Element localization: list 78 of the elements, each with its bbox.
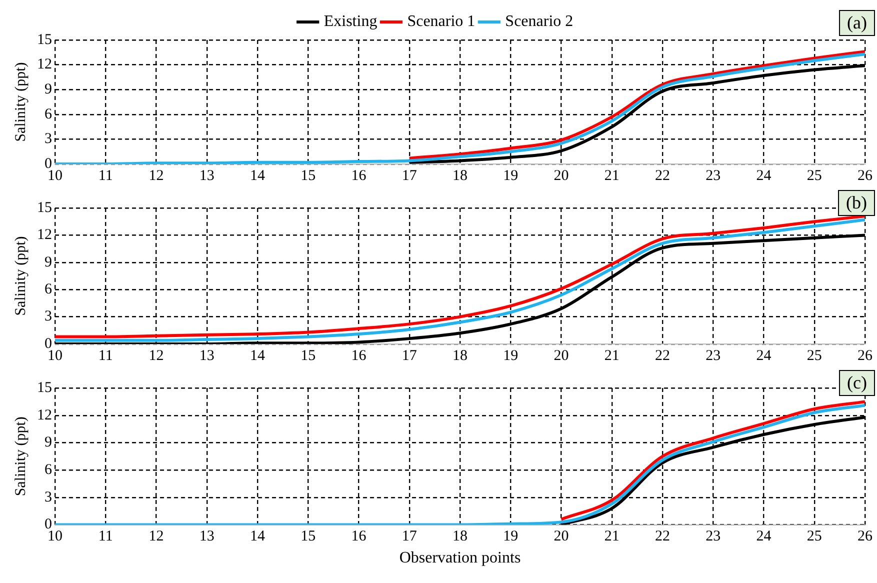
y-tick-label: 12 [37,227,52,244]
x-tick-label: 11 [98,168,113,184]
x-tick-label: 12 [148,348,164,364]
x-tick-label: 17 [402,168,418,184]
annotation: (b) [846,192,868,213]
x-tick-label: 21 [604,528,620,545]
x-tick-label: 26 [858,348,873,364]
y-tick-label: 9 [44,254,52,270]
x-tick-label: 15 [300,528,316,545]
legend-label: Scenario 2 [505,13,574,30]
x-tick-label: 20 [554,528,569,545]
x-tick-label: 17 [402,348,418,364]
x-tick-label: 13 [199,528,214,545]
legend-label: Existing [324,13,378,30]
x-tick-label: 24 [756,168,772,184]
x-tick-label: 10 [48,168,62,184]
x-tick-label: 14 [250,528,266,545]
y-tick-label: 3 [44,131,52,148]
x-tick-label: 12 [148,528,164,545]
y-tick-label: 15 [37,200,52,216]
y-tick-label: 9 [44,82,52,98]
x-tick-label: 25 [806,168,822,184]
x-tick-label: 12 [148,168,164,184]
x-tick-label: 13 [199,168,214,184]
x-tick-label: 11 [98,528,113,545]
x-tick-label: 17 [402,528,418,545]
y-tick-label: 6 [44,282,52,298]
y-tick-label: 9 [44,434,52,451]
x-tick-label: 15 [300,348,316,364]
x-tick-label: 23 [706,168,721,184]
x-tick-label: 25 [806,348,822,364]
y-tick-label: 15 [37,32,52,48]
x-tick-label: 18 [452,528,468,545]
x-tick-label: 15 [300,168,316,184]
x-tick-label: 20 [554,348,569,364]
y-tick-label: 15 [37,380,52,396]
x-tick-label: 24 [756,528,772,545]
x-tick-label: 16 [351,168,367,184]
x-tick-label: 18 [452,168,468,184]
x-tick-label: 25 [806,528,822,545]
x-tick-label: 23 [706,348,721,364]
x-tick-label: 10 [48,528,62,545]
x-tick-label: 21 [604,168,620,184]
x-tick-label: 23 [706,528,721,545]
line-series [560,400,865,521]
x-tick-label: 18 [452,348,468,364]
x-tick-label: 24 [756,348,772,364]
y-tick-label: 3 [44,308,52,325]
line-series [408,50,865,160]
annotation: (c) [847,372,868,393]
x-tick-label: 22 [655,528,670,545]
y-tick-label: 6 [44,106,52,122]
x-tick-label: 21 [604,348,620,364]
x-tick-label: 16 [351,528,367,545]
text: (a) [847,12,868,33]
x-tick-label: 11 [98,348,113,364]
legend-label: Scenario 1 [407,13,476,30]
x-tick-label: 20 [554,168,569,184]
y-tick-label: 12 [37,407,52,424]
y-tick-label: 6 [44,462,52,478]
x-tick-label: 26 [858,168,873,184]
y-axis-title: Salinity (ppt) [12,236,29,316]
y-tick-label: 3 [44,489,52,506]
x-tick-label: 26 [858,528,873,545]
x-tick-label: 10 [48,348,62,364]
x-axis-title: Observation points [399,550,521,567]
x-tick-label: 22 [655,168,670,184]
x-tick-label: 19 [503,348,518,364]
y-axis-title: Salinity (ppt) [12,416,29,496]
x-tick-label: 13 [199,348,214,364]
y-axis-title: Salinity (ppt) [12,62,29,142]
x-tick-label: 22 [655,348,670,364]
x-tick-label: 19 [503,168,518,184]
x-tick-label: 16 [351,348,367,364]
x-tick-label: 14 [250,348,266,364]
y-tick-label: 12 [37,56,52,73]
x-tick-label: 14 [250,168,266,184]
x-tick-label: 19 [503,528,518,545]
